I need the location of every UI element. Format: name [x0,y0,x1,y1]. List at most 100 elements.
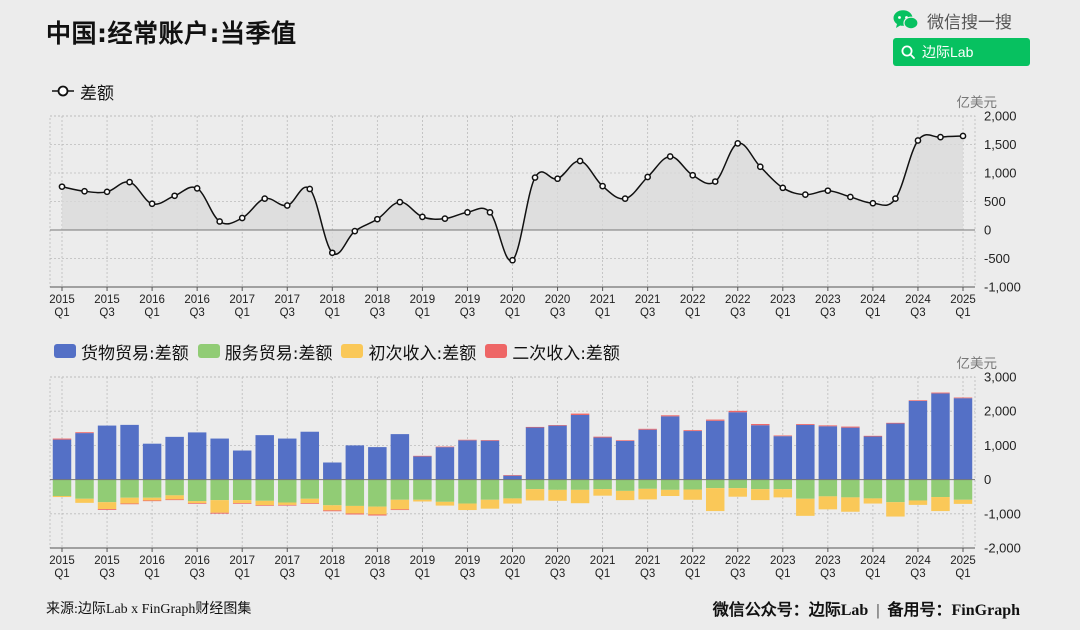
goods-bar-segment [683,431,702,480]
line-data-point [801,191,809,199]
secondary-income-bar-segment [953,397,973,399]
services-bar-segment [52,479,72,497]
line-x-tick-label: 2022 [725,294,751,306]
line-data-point [374,215,381,223]
primary-income-bar-segment [886,502,905,517]
line-data-point [419,213,426,221]
primary-income-bar-segment [165,495,184,500]
line-data-point [193,185,201,192]
bar-x-tick-label: 2021 [635,555,661,567]
secondary-income-bar-segment [886,422,905,424]
goods-bar-segment [796,424,815,480]
goods-bar-segment [278,438,297,480]
legend-swatch-goods [54,344,76,358]
primary-income-bar-segment [255,500,274,506]
bar-x-tick-label: Q3 [370,568,385,580]
services-bar-segment [142,479,162,498]
legend-swatch-primary-income [341,344,364,358]
footer-separator: | [876,602,880,619]
goods-bar-segment [368,447,387,480]
primary-income-bar-segment [660,489,680,497]
bar-x-tick-label: Q1 [325,568,340,580]
services-bar-segment [97,479,117,503]
primary-income-bar-segment [751,489,770,501]
goods-bar-segment [165,436,184,480]
line-data-point [554,175,561,183]
services-bar-segment [615,479,635,491]
line-y-tick-label: 1,500 [984,137,1017,152]
secondary-income-bar-segment [908,400,928,401]
line-x-tick-label: 2023 [770,294,796,306]
secondary-income-bar-segment [210,512,229,514]
primary-income-bar-segment [908,500,928,505]
line-x-tick-label: 2021 [635,294,661,306]
bar-unit-label: 亿美元 [957,356,998,372]
services-bar-segment [705,479,725,489]
secondary-income-bar-segment [615,440,635,441]
goods-bar-segment [705,420,725,480]
goods-bar-segment [232,450,252,480]
services-bar-segment [796,479,815,499]
legend-item-services: 服务贸易:差额 [197,339,332,364]
line-data-point [621,195,629,202]
primary-income-bar-segment [323,505,342,511]
bar-x-tick-label: Q1 [415,568,430,580]
line-unit-label: 亿美元 [957,95,998,111]
bar-x-tick-label: Q3 [550,568,565,580]
line-x-tick-label: 2017 [229,294,255,306]
line-data-point [914,137,922,144]
line-data-point [396,198,404,206]
bar-x-tick-label: Q1 [955,568,970,580]
goods-bar-segment [300,431,320,480]
goods-bar-segment [841,427,860,480]
primary-income-bar-segment [232,500,252,504]
services-bar-segment [841,479,860,498]
bar-legend: 货物贸易:差额 服务贸易:差额 初次收入:差额 二次收入:差额 [54,339,620,364]
line-data-point [847,193,854,201]
services-bar-segment [323,479,342,506]
services-bar-segment [886,479,905,503]
line-data-point [711,178,719,185]
line-x-tick-label: Q3 [370,307,385,319]
goods-bar-segment [210,438,229,480]
page-title: 中国:经常账户:当季值 [46,19,297,48]
bar-y-tick-label: 3,000 [984,370,1017,385]
primary-income-bar-segment [435,501,455,506]
line-x-tick-label: 2018 [320,294,346,306]
services-bar-segment [773,479,793,490]
services-bar-segment [120,479,139,498]
legend-item-goods: 货物贸易:差额 [54,339,189,364]
services-bar-segment [255,479,274,501]
search-button[interactable]: 边际Lab [893,38,1030,66]
services-bar-segment [210,479,229,501]
line-x-tick-label: 2022 [680,294,706,306]
line-x-tick-label: Q3 [280,307,295,319]
line-x-tick-label: Q1 [415,307,430,319]
line-data-point [689,171,697,179]
line-x-tick-label: Q1 [595,307,610,319]
line-x-tick-label: Q3 [640,307,655,319]
line-data-point [103,188,111,196]
goods-bar-segment [615,440,635,480]
line-y-tick-label: 500 [984,194,1006,209]
line-data-point [531,174,539,181]
secondary-income-bar-segment [97,509,117,510]
goods-bar-segment [75,433,94,480]
secondary-income-bar-segment [52,438,72,440]
line-x-tick-label: Q3 [189,307,204,319]
line-x-tick-label: 2019 [455,294,481,306]
line-x-tick-label: 2015 [94,294,120,306]
brand-label: 微信搜一搜 [927,12,1012,33]
bar-y-tick-label: 2,000 [984,404,1017,419]
line-data-point [824,187,832,195]
line-data-point [576,157,584,165]
line-data-point [148,200,156,208]
bar-x-tick-label: Q1 [775,568,790,580]
line-data-point [959,132,967,140]
goods-bar-segment [480,440,500,480]
primary-income-bar-segment [187,501,207,504]
services-bar-segment [548,479,567,490]
primary-income-bar-segment [278,502,297,505]
primary-income-bar-segment [548,489,567,501]
line-data-point [644,173,652,181]
